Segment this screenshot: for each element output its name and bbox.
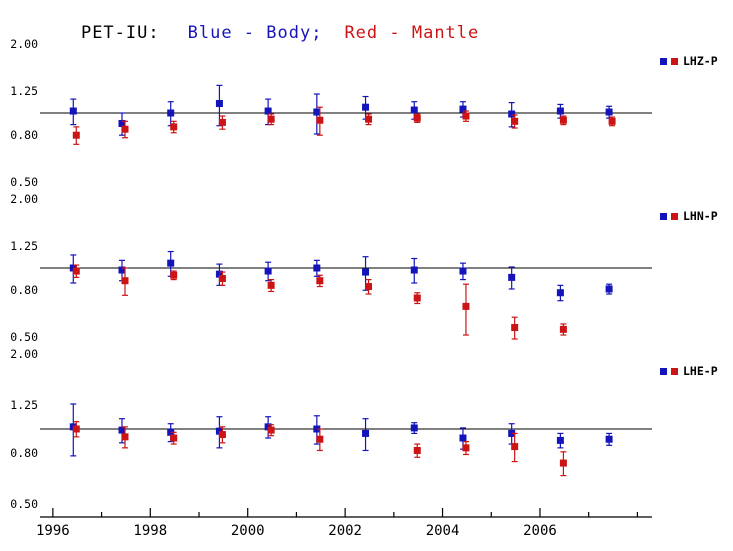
data-point-blue bbox=[459, 105, 467, 113]
chart-title: PET-IU: Blue - Body; Red - Mantle bbox=[36, 3, 479, 63]
legend-label: LHZ-P bbox=[683, 54, 718, 68]
data-point-red bbox=[170, 123, 178, 131]
data-point-blue bbox=[362, 429, 370, 437]
data-point-blue bbox=[508, 110, 516, 118]
data-point-blue bbox=[410, 266, 418, 274]
legend-blue-swatch bbox=[660, 58, 667, 65]
data-point-blue bbox=[605, 285, 613, 293]
data-point-blue bbox=[215, 270, 223, 278]
x-tick-label: 1996 bbox=[36, 523, 70, 539]
data-point-red bbox=[365, 283, 373, 291]
y-tick-label: 0.80 bbox=[10, 283, 38, 297]
data-point-red bbox=[559, 459, 567, 467]
data-point-red bbox=[413, 114, 421, 122]
data-point-blue bbox=[362, 103, 370, 111]
data-point-red bbox=[559, 116, 567, 124]
data-point-red bbox=[267, 281, 275, 289]
data-point-red bbox=[121, 125, 129, 133]
data-point-red bbox=[559, 325, 567, 333]
data-point-red bbox=[72, 425, 80, 433]
data-point-red bbox=[218, 274, 226, 282]
legend-red-swatch bbox=[671, 213, 678, 220]
data-point-red bbox=[413, 294, 421, 302]
data-point-red bbox=[462, 444, 470, 452]
data-point-blue bbox=[410, 106, 418, 114]
x-tick-label: 2006 bbox=[523, 523, 557, 539]
legend-label: LHN-P bbox=[683, 209, 718, 223]
data-point-red bbox=[316, 435, 324, 443]
data-point-blue bbox=[459, 267, 467, 275]
data-point-blue bbox=[215, 100, 223, 108]
data-point-red bbox=[511, 117, 519, 125]
data-point-blue bbox=[605, 435, 613, 443]
data-point-red bbox=[72, 267, 80, 275]
y-tick-label: 2.00 bbox=[10, 37, 38, 51]
panel-lhn-p bbox=[40, 213, 678, 340]
panel-lhz-p bbox=[40, 58, 678, 145]
legend-blue-swatch bbox=[660, 368, 667, 375]
x-tick-label: 2004 bbox=[426, 523, 460, 539]
y-tick-label: 0.50 bbox=[10, 497, 38, 511]
title-prefix: PET-IU: bbox=[80, 23, 160, 43]
data-point-red bbox=[511, 324, 519, 332]
legend-label: LHE-P bbox=[683, 364, 718, 378]
data-point-blue bbox=[264, 267, 272, 275]
data-point-blue bbox=[69, 107, 77, 115]
data-point-blue bbox=[167, 259, 175, 267]
x-tick-label: 1998 bbox=[133, 523, 167, 539]
data-point-blue bbox=[556, 107, 564, 115]
data-point-blue bbox=[167, 109, 175, 117]
legend-red-swatch bbox=[671, 58, 678, 65]
x-tick-label: 2000 bbox=[231, 523, 265, 539]
y-tick-label: 1.25 bbox=[10, 398, 38, 412]
title-body-label: Blue - Body; bbox=[187, 23, 323, 43]
data-point-red bbox=[365, 115, 373, 123]
y-tick-label: 0.80 bbox=[10, 128, 38, 142]
data-point-red bbox=[267, 115, 275, 123]
y-tick-label: 1.25 bbox=[10, 84, 38, 98]
data-point-blue bbox=[118, 119, 126, 127]
data-point-red bbox=[462, 302, 470, 310]
data-point-blue bbox=[605, 108, 613, 116]
data-point-blue bbox=[410, 424, 418, 432]
y-tick-label: 0.50 bbox=[10, 330, 38, 344]
data-point-red bbox=[121, 277, 129, 285]
data-point-blue bbox=[118, 266, 126, 274]
data-point-red bbox=[316, 116, 324, 124]
data-point-red bbox=[121, 433, 129, 441]
data-point-blue bbox=[556, 289, 564, 297]
title-mantle-label: Red - Mantle bbox=[344, 23, 480, 43]
data-point-red bbox=[608, 117, 616, 125]
data-point-red bbox=[72, 131, 80, 139]
data-point-blue bbox=[313, 264, 321, 272]
data-point-blue bbox=[459, 434, 467, 442]
data-point-blue bbox=[362, 268, 370, 276]
y-tick-label: 2.00 bbox=[10, 347, 38, 361]
data-point-blue bbox=[313, 108, 321, 116]
y-tick-label: 0.80 bbox=[10, 446, 38, 460]
data-point-red bbox=[413, 446, 421, 454]
data-point-red bbox=[511, 443, 519, 451]
y-tick-label: 1.25 bbox=[10, 239, 38, 253]
data-point-blue bbox=[264, 107, 272, 115]
data-point-blue bbox=[118, 426, 126, 434]
y-tick-label: 0.50 bbox=[10, 175, 38, 189]
data-point-red bbox=[267, 426, 275, 434]
data-point-red bbox=[316, 277, 324, 285]
legend-red-swatch bbox=[671, 368, 678, 375]
data-point-red bbox=[170, 271, 178, 279]
panel-lhe-p bbox=[40, 368, 678, 477]
data-point-blue bbox=[556, 436, 564, 444]
y-tick-label: 2.00 bbox=[10, 192, 38, 206]
x-tick-label: 2002 bbox=[328, 523, 362, 539]
data-point-blue bbox=[508, 273, 516, 281]
data-point-red bbox=[218, 118, 226, 126]
data-point-red bbox=[218, 431, 226, 439]
data-point-red bbox=[462, 112, 470, 120]
legend-blue-swatch bbox=[660, 213, 667, 220]
data-point-red bbox=[170, 434, 178, 442]
